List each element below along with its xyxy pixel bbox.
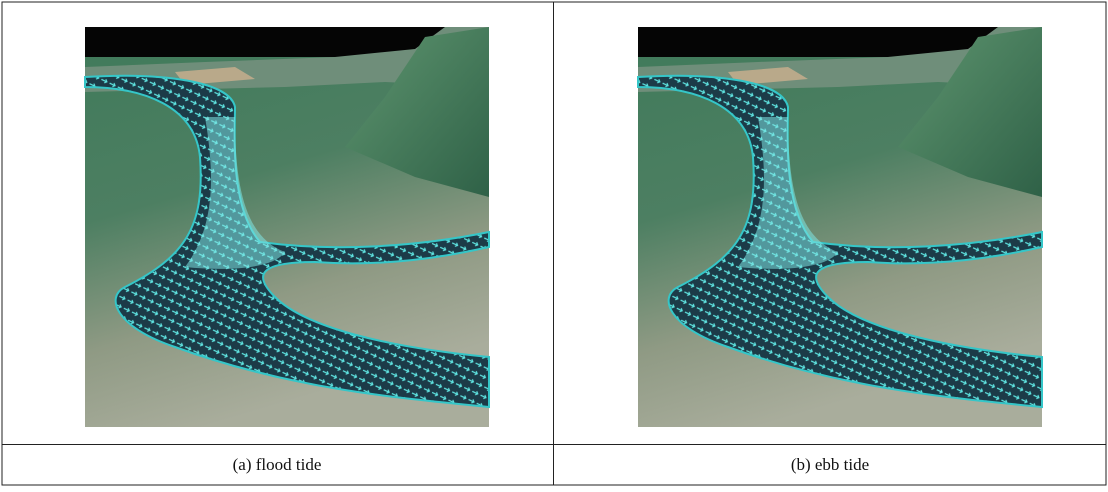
panel-image xyxy=(637,26,1043,428)
caption: (a) flood tide xyxy=(233,455,322,474)
caption: (b) ebb tide xyxy=(791,455,869,474)
panel-image xyxy=(84,26,490,428)
